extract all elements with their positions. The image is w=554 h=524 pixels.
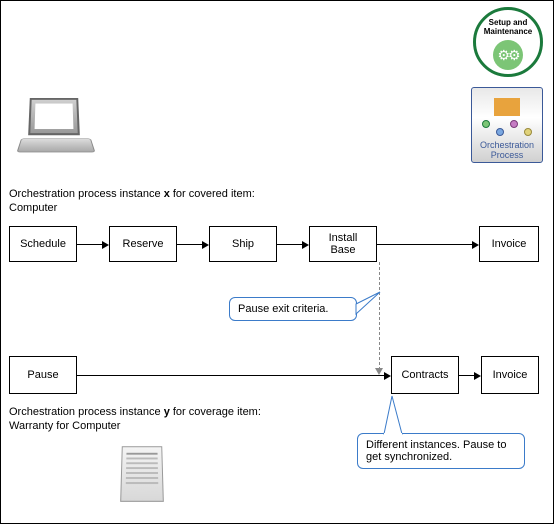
arrow-head-6: [474, 372, 481, 380]
arrow-head-3: [302, 241, 309, 249]
step-invoice-x: Invoice: [479, 226, 539, 262]
laptop-icon: [19, 97, 99, 167]
orchestration-process-badge: Orchestration Process: [471, 87, 543, 163]
caption-instance-y: Orchestration process instance y for cov…: [9, 405, 261, 433]
caption-x-prefix: Orchestration process instance: [9, 188, 164, 200]
gear-icon-bg: ⚙⚙: [493, 40, 523, 70]
arrow-contracts-invoice: [459, 375, 474, 376]
step-reserve: Reserve: [109, 226, 177, 262]
caption-x-suffix: for covered item:: [170, 188, 255, 200]
arrow-ship-install: [277, 244, 302, 245]
arrow-head-4: [472, 241, 479, 249]
arrow-install-invoice: [377, 244, 472, 245]
caption-x-item: Computer: [9, 202, 57, 214]
callout-pause-exit: Pause exit criteria.: [229, 297, 357, 321]
arrow-sched-reserve: [77, 244, 102, 245]
orch-badge-text2: Process: [491, 150, 524, 160]
caption-y-prefix: Orchestration process instance: [9, 406, 164, 418]
document-icon: [121, 445, 163, 501]
orch-badge-text1: Orchestration: [480, 140, 534, 150]
callout-sync-text: Different instances. Pause to get synchr…: [366, 439, 506, 463]
arrow-pause-contracts: [77, 375, 384, 376]
step-install-base: Install Base: [309, 226, 377, 262]
callout-pause-exit-text: Pause exit criteria.: [238, 303, 328, 315]
arrow-reserve-ship: [177, 244, 202, 245]
sync-arrow-head: [375, 368, 383, 375]
gear-icon: ⚙⚙: [497, 48, 518, 62]
caption-y-suffix: for coverage item:: [170, 406, 261, 418]
arrow-head-2: [202, 241, 209, 249]
arrow-head-1: [102, 241, 109, 249]
callout-sync: Different instances. Pause to get synchr…: [357, 433, 525, 469]
setup-badge-text1: Setup and: [489, 18, 528, 27]
setup-maintenance-badge: Setup and Maintenance ⚙⚙: [473, 7, 543, 77]
step-contracts: Contracts: [391, 356, 459, 394]
arrow-head-5: [384, 372, 391, 380]
setup-badge-text2: Maintenance: [484, 27, 532, 36]
caption-instance-x: Orchestration process instance x for cov…: [9, 187, 255, 215]
orchestration-mini-icon: [480, 98, 534, 140]
step-schedule: Schedule: [9, 226, 77, 262]
caption-y-item: Warranty for Computer: [9, 420, 120, 432]
step-pause: Pause: [9, 356, 77, 394]
step-ship: Ship: [209, 226, 277, 262]
step-invoice-y: Invoice: [481, 356, 539, 394]
